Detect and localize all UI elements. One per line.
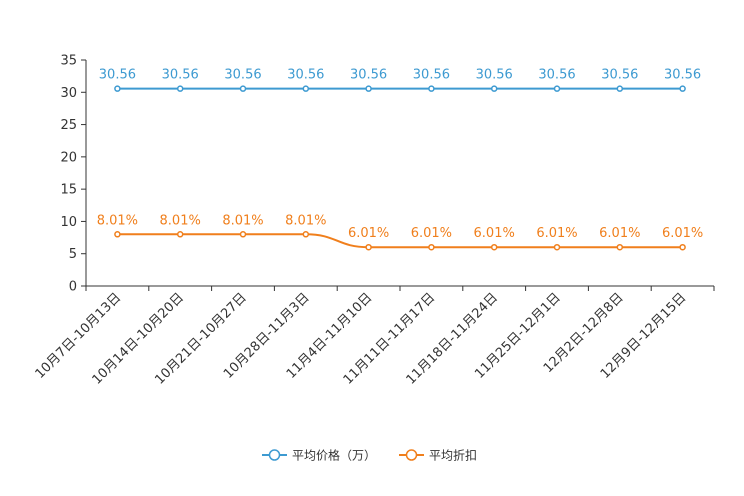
series-1-point <box>365 243 372 251</box>
y-tick-label: 15 <box>60 183 77 198</box>
series-1-data-label: 6.01% <box>536 226 577 241</box>
legend-label: 平均折扣 <box>429 448 477 463</box>
legend-item-1[interactable]: 平均折扣 <box>399 448 477 463</box>
series-0-data-label: 30.56 <box>476 68 513 83</box>
series-1-point <box>302 231 310 238</box>
y-tick-label: 0 <box>69 280 77 295</box>
y-tick-label: 10 <box>60 215 77 230</box>
y-tick-label: 35 <box>60 54 77 69</box>
series-1-data-label: 6.01% <box>474 226 515 241</box>
series-0-data-label: 30.56 <box>287 68 324 83</box>
y-tick-label: 30 <box>60 86 77 101</box>
legend-marker <box>268 449 281 461</box>
series-0-point <box>679 85 686 92</box>
series-0-point <box>365 85 372 92</box>
series-1-data-label: 8.01% <box>97 213 138 228</box>
series-0-data-label: 30.56 <box>350 68 387 83</box>
series-1-data-label: 8.01% <box>160 213 201 228</box>
series-1-point <box>428 243 435 251</box>
series-1-point <box>176 231 184 238</box>
series-0-point <box>239 85 247 92</box>
y-tick-label: 25 <box>60 118 77 133</box>
series-line-1 <box>117 233 683 249</box>
series-1-data-label: 6.01% <box>411 226 452 241</box>
legend-item-0[interactable]: 平均价格（万） <box>262 448 376 463</box>
series-1-point <box>490 243 498 251</box>
series-0-data-label: 30.56 <box>601 68 638 83</box>
series-0-point <box>616 85 624 92</box>
series-0-data-label: 30.56 <box>664 68 701 83</box>
series-0-data-label: 30.56 <box>99 68 136 83</box>
series-1-point <box>239 231 247 238</box>
series-1-point <box>114 231 121 238</box>
series-0-data-label: 30.56 <box>538 68 575 83</box>
series-0-point <box>553 85 561 92</box>
series-0-point <box>114 85 121 92</box>
y-tick-label: 5 <box>69 247 77 262</box>
series-0-point <box>176 85 184 92</box>
series-1-data-label: 6.01% <box>599 226 640 241</box>
series-1-data-label: 8.01% <box>222 213 263 228</box>
legend: 平均价格（万） 平均折扣 <box>262 448 477 463</box>
series-0-point <box>302 85 310 92</box>
series-1-data-label: 8.01% <box>285 213 326 228</box>
series-1-point <box>679 243 686 251</box>
legend-marker <box>405 449 418 461</box>
series-0-data-label: 30.56 <box>162 68 199 83</box>
legend-label: 平均价格（万） <box>292 448 376 463</box>
series-0-data-label: 30.56 <box>224 68 261 83</box>
series-layer: 30.56 30.56 30.56 30.56 30.56 30.56 30.56 30.56… <box>97 68 703 251</box>
series-0-point <box>490 85 498 92</box>
y-tick-label: 20 <box>60 150 77 165</box>
series-1-data-label: 6.01% <box>348 226 389 241</box>
series-1-point <box>553 243 561 251</box>
series-1-data-label: 6.01% <box>662 226 703 241</box>
series-0-data-label: 30.56 <box>413 68 450 83</box>
series-1-point <box>616 243 624 251</box>
series-0-point <box>428 85 435 92</box>
